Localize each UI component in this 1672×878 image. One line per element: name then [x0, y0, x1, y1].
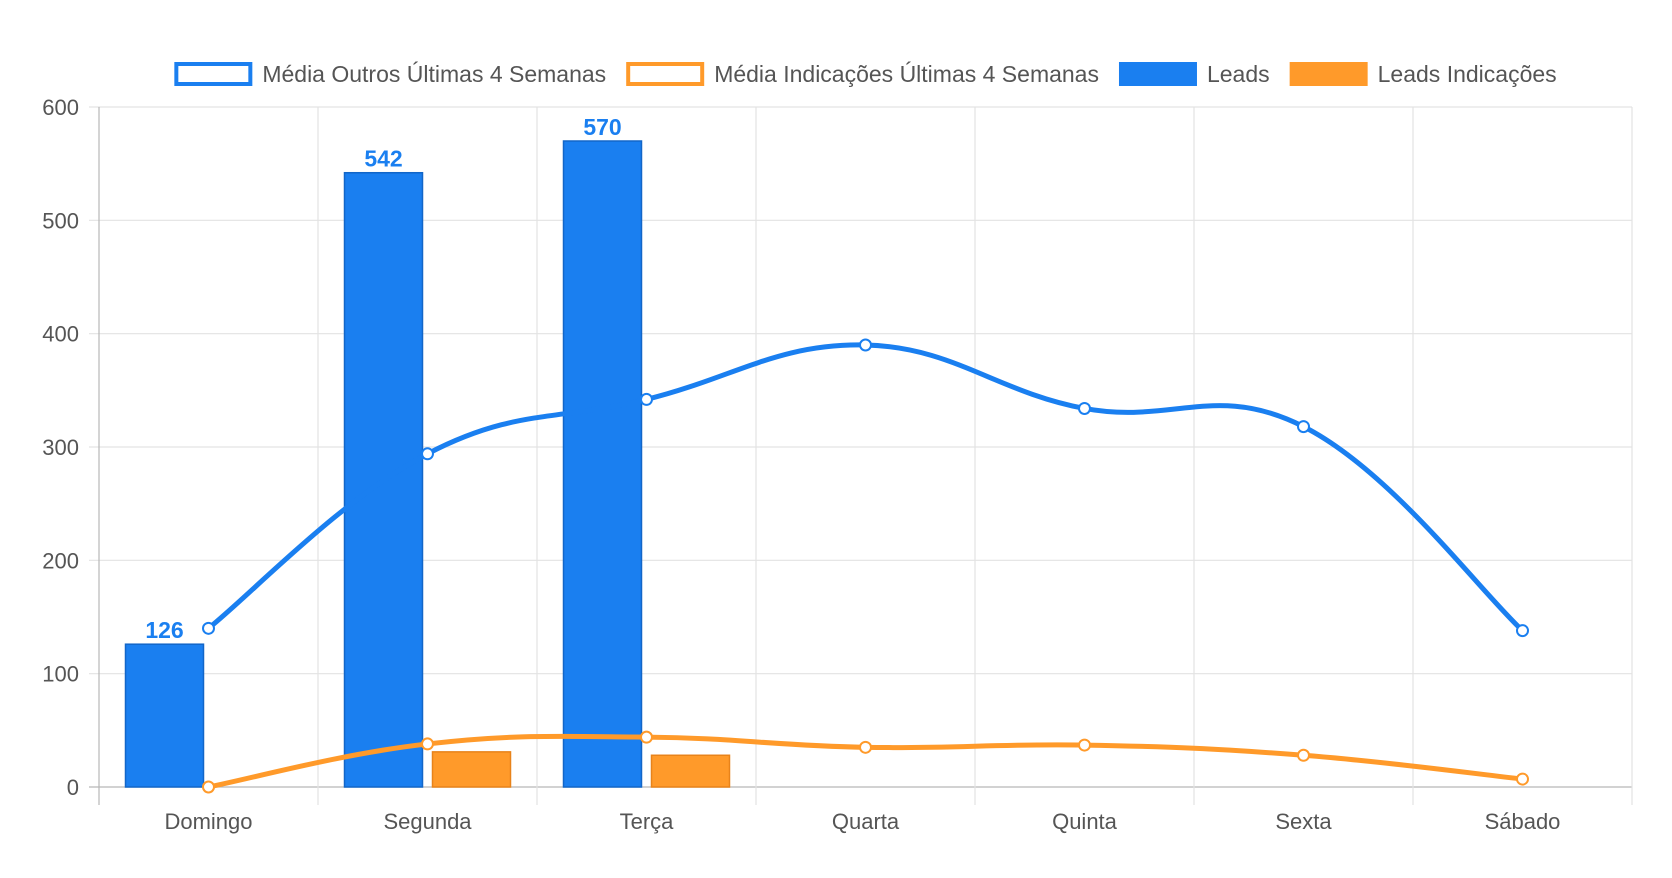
y-tick-label: 200 [42, 548, 79, 573]
line-point [421, 447, 434, 461]
line-point [1516, 624, 1529, 638]
bar-leads-indicacoes [431, 751, 512, 788]
line-point [640, 392, 653, 406]
line-point [859, 338, 872, 352]
bar-data-label: 126 [145, 617, 183, 643]
legend-swatch [1289, 62, 1368, 86]
x-tick-label: Terça [620, 809, 675, 834]
line-series [202, 338, 1529, 794]
line-point [1297, 748, 1310, 762]
line-point [1078, 401, 1091, 415]
line-point [640, 730, 653, 744]
y-tick-label: 300 [42, 435, 79, 460]
legend-swatch [1118, 62, 1197, 86]
line-point [202, 780, 215, 794]
bar-series [124, 140, 731, 788]
line-point [1297, 420, 1310, 434]
chart-legend[interactable]: Média Outros Últimas 4 Semanas Média Indi… [174, 61, 1557, 87]
bar-leads [562, 140, 643, 788]
bar-data-label: 542 [364, 146, 402, 172]
legend-label: Leads [1207, 61, 1270, 87]
legend-label: Média Indicações Últimas 4 Semanas [714, 61, 1099, 87]
line-point [1078, 738, 1091, 752]
legend-swatch [626, 62, 705, 86]
bar-leads [124, 643, 205, 788]
line-point [859, 740, 872, 754]
chart-grid [89, 106, 1633, 805]
x-tick-label: Quarta [832, 809, 900, 834]
legend-item[interactable]: Leads [1118, 61, 1270, 87]
legend-label: Leads Indicações [1378, 61, 1557, 87]
x-tick-label: Segunda [383, 809, 472, 834]
legend-item[interactable]: Média Indicações Últimas 4 Semanas [626, 61, 1099, 87]
x-tick-label: Sexta [1275, 809, 1332, 834]
legend-item[interactable]: Leads Indicações [1289, 61, 1557, 87]
line-point [202, 621, 215, 635]
data-labels: 126 542 570 [145, 114, 621, 643]
line-point [1516, 772, 1529, 786]
bar-leads-indicacoes [650, 754, 731, 788]
y-tick-label: 400 [42, 322, 79, 347]
line-point [421, 737, 434, 751]
y-tick-label: 0 [67, 775, 79, 800]
legend-swatch [174, 62, 253, 86]
x-tick-label: Sábado [1485, 809, 1561, 834]
x-tick-label: Domingo [164, 809, 252, 834]
y-tick-label: 500 [42, 208, 79, 233]
legend-item[interactable]: Média Outros Últimas 4 Semanas [174, 61, 606, 87]
bar-data-label: 570 [583, 114, 621, 140]
y-axis: 0 100 200 300 400 500 600 [42, 95, 79, 800]
x-axis: Domingo Segunda Terça Quarta Quinta Sexta Sába… [164, 809, 1560, 834]
y-tick-label: 600 [42, 95, 79, 120]
legend-label: Média Outros Últimas 4 Semanas [262, 61, 606, 87]
x-tick-label: Quinta [1052, 809, 1118, 834]
y-tick-label: 100 [42, 662, 79, 687]
